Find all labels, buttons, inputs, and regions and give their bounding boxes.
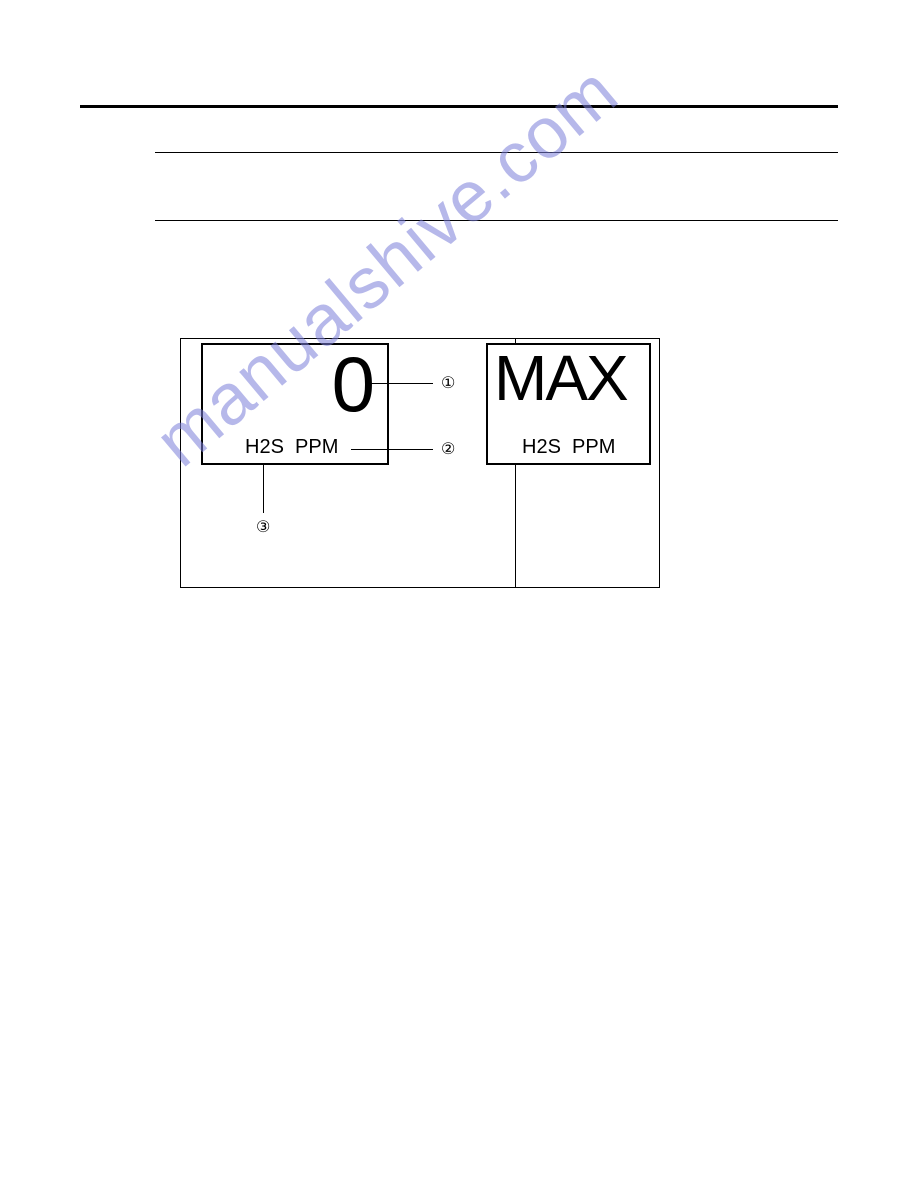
lcd-value-max: MAX [494, 341, 627, 415]
callout-number-3: ③ [256, 517, 270, 537]
lcd-label-right: H2S PPM [522, 436, 615, 459]
lcd-panels-container: 0 H2S PPM ① ② ③ MAX H2S PPM [180, 338, 660, 588]
callout-number-1: ① [441, 373, 455, 393]
lcd-gas-right: H2S [522, 436, 561, 458]
lcd-unit-right: PPM [572, 436, 615, 458]
callout-line-2 [351, 449, 433, 450]
horizontal-rule-mid-2 [155, 220, 838, 221]
lcd-value: 0 [332, 339, 375, 430]
lcd-display-right: MAX H2S PPM [486, 343, 651, 465]
lcd-gas: H2S [245, 436, 284, 458]
lcd-display-left: 0 H2S PPM [201, 343, 389, 465]
callout-number-2: ② [441, 439, 455, 459]
horizontal-rule-top [80, 105, 838, 108]
callout-line-3 [263, 465, 264, 513]
lcd-label-left: H2S PPM [245, 436, 338, 459]
horizontal-rule-mid-1 [155, 152, 838, 153]
lcd-panel-right: MAX H2S PPM [516, 338, 660, 588]
lcd-panel-left: 0 H2S PPM ① ② ③ [180, 338, 516, 588]
lcd-unit: PPM [295, 436, 338, 458]
callout-line-1 [371, 383, 433, 384]
